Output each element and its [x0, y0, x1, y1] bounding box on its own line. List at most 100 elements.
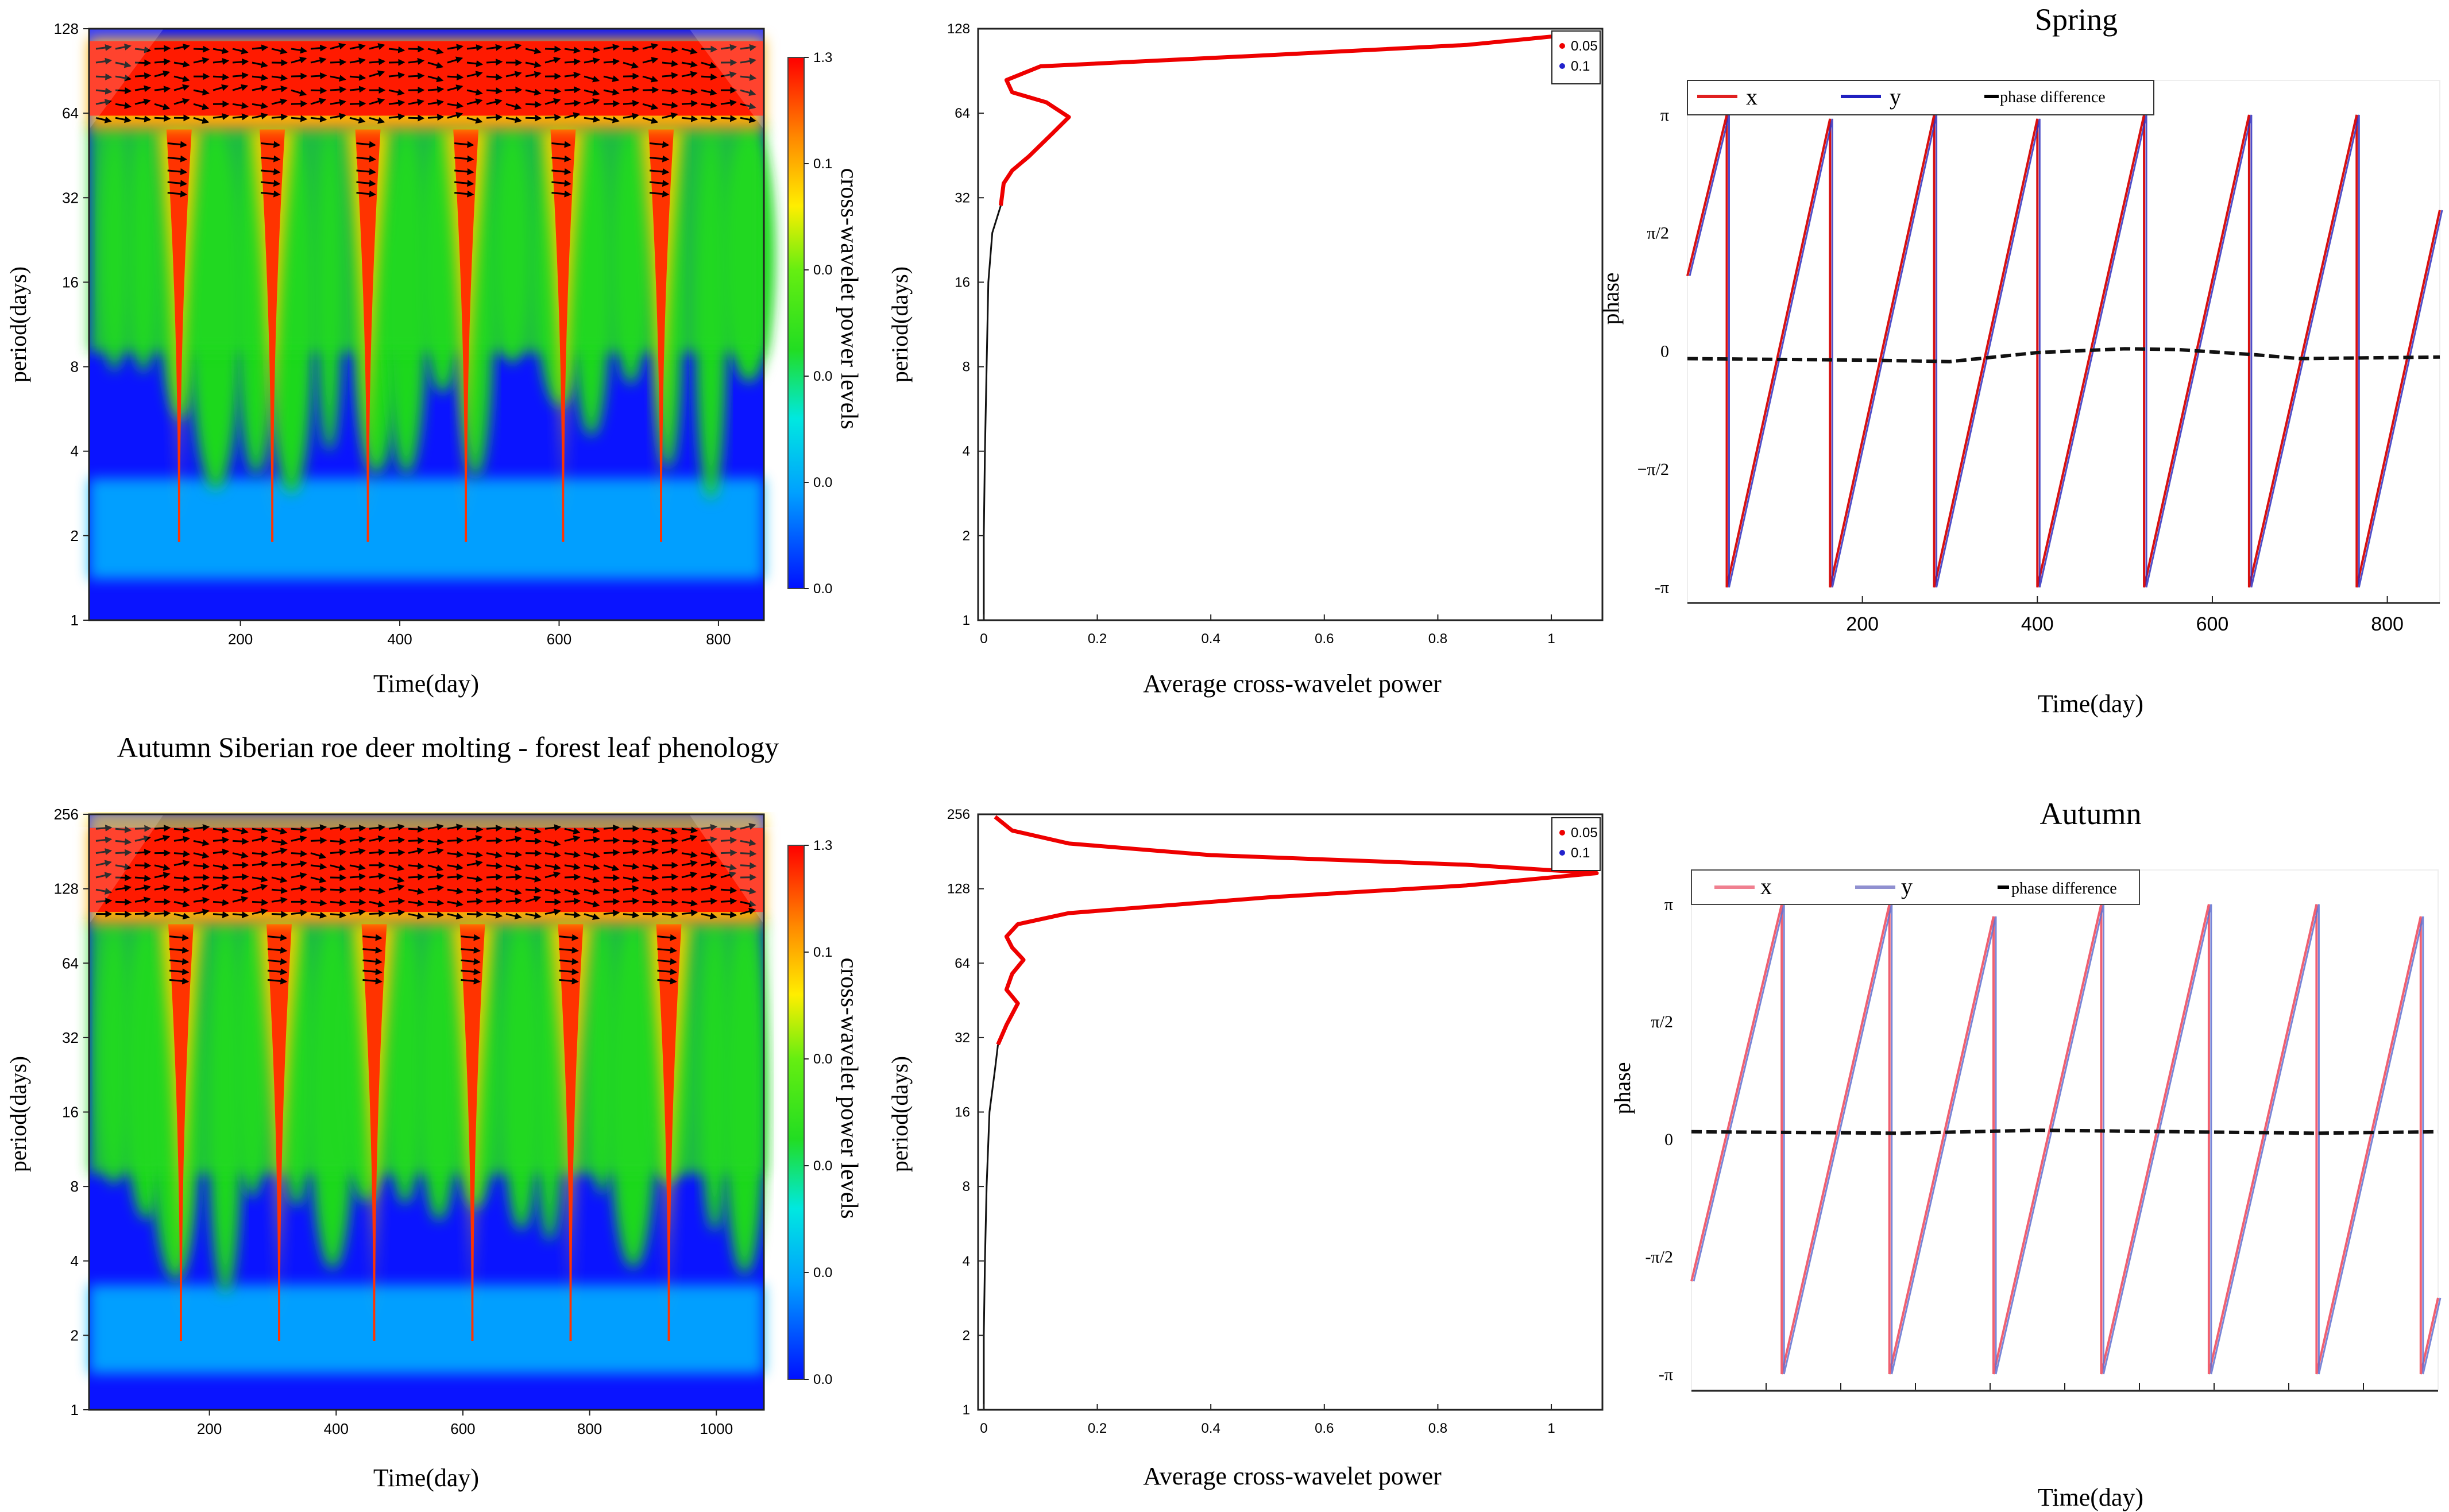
y-ticks: 1 2 4 8 16 32 64 128 256	[947, 807, 984, 1418]
phase-arrow	[681, 48, 698, 55]
phase-arrow	[740, 57, 757, 65]
panel-spring-phase: Spring 200 400 600 800 π π/2 0 −π/2 -π x y phas…	[1598, 2, 2443, 718]
phase-arrow	[701, 836, 718, 844]
phase-arrow	[408, 57, 425, 65]
phase-difference-line	[1691, 1128, 2439, 1135]
y-tick-label: 8	[71, 358, 79, 376]
phase-arrow	[267, 977, 288, 985]
phase-arrow	[584, 115, 601, 123]
phase-arrow	[447, 887, 464, 895]
phase-arrow	[740, 908, 756, 915]
phase-arrow	[169, 946, 190, 954]
legend-label: x	[1746, 84, 1757, 110]
phase-arrow	[461, 934, 481, 941]
phase-arrow	[213, 883, 229, 891]
phase-arrow	[701, 823, 718, 831]
heatmap-cyan-band	[89, 478, 764, 579]
x-tick-label: 0.4	[1201, 1421, 1220, 1436]
phase-arrow	[154, 825, 171, 832]
phase-arrow	[623, 876, 639, 883]
phase-arrow	[642, 910, 659, 918]
phase-arrow	[662, 72, 679, 79]
y-tick-label: 2	[963, 528, 970, 544]
phase-arrow	[388, 864, 405, 871]
phase-arrow	[291, 56, 307, 64]
phase-arrow	[369, 70, 385, 78]
colorbar-tick-label: 0.0	[813, 1158, 832, 1174]
phase-arrow	[115, 874, 132, 881]
phase-arrow	[564, 863, 581, 871]
phase-arrow	[525, 71, 542, 78]
phase-arrow	[95, 73, 113, 80]
phase-arrow	[193, 896, 210, 904]
phase-arrow	[505, 897, 523, 904]
heatmap-peak	[453, 129, 479, 542]
y-tick-label: 8	[963, 1179, 970, 1194]
phase-arrow	[356, 168, 376, 175]
phase-arrow	[115, 74, 132, 82]
phase-arrow	[408, 912, 424, 919]
x-tick-label: 0.2	[1088, 1421, 1107, 1436]
phase-arrow	[544, 56, 561, 64]
phase-arrow	[134, 98, 151, 106]
phase-arrow	[544, 87, 562, 95]
phase-arrow	[232, 887, 249, 895]
y-tick-label: 64	[955, 956, 970, 971]
phase-arrow	[115, 826, 132, 833]
phase-arrow	[454, 141, 474, 148]
phase-arrow	[173, 98, 190, 105]
phase-arrow	[447, 900, 463, 907]
phase-arrow	[701, 860, 717, 867]
phase-arrow	[291, 872, 307, 879]
y-tick-label: -π	[1655, 578, 1669, 597]
phase-arrow	[486, 87, 503, 95]
phase-arrow	[564, 835, 581, 842]
phase-arrow	[95, 57, 113, 65]
y-tick-label: 4	[71, 443, 79, 460]
heatmap-peak	[459, 924, 485, 1341]
phase-arrow	[232, 48, 249, 55]
phase-arrow	[505, 71, 522, 78]
phase-arrow	[584, 98, 600, 105]
phase-arrow	[408, 899, 425, 907]
phase-arrow	[213, 84, 229, 91]
y-tick-label: 4	[963, 1254, 970, 1269]
phase-arrow	[740, 887, 757, 895]
phase-arrow	[310, 57, 327, 64]
phase-arrow	[330, 86, 347, 94]
phase-arrow	[701, 61, 717, 69]
y-tick-label: 2	[71, 527, 79, 544]
phase-plot	[1690, 904, 2442, 1390]
y-tick-label: 0	[1660, 342, 1669, 361]
phase-arrow	[603, 910, 620, 917]
legend-marker-red	[1559, 43, 1565, 49]
phase-arrow	[291, 850, 308, 857]
x-tick-label: 1000	[700, 1420, 733, 1437]
y-tick-label: 16	[955, 274, 970, 290]
phase-arrow	[115, 43, 132, 51]
phase-arrow	[454, 168, 474, 175]
phase-arrow	[662, 87, 679, 95]
y-tick-label: 32	[955, 1030, 970, 1046]
y-axis-label: phase	[1598, 272, 1624, 324]
phase-arrow	[232, 827, 249, 834]
phase-arrow	[193, 88, 210, 96]
phase-arrow	[267, 946, 288, 954]
phase-arrow	[649, 180, 670, 187]
phase-arrow	[271, 838, 288, 846]
x-tick-label: 800	[2371, 613, 2404, 635]
phase-arrow	[252, 899, 269, 906]
phase-arrow	[564, 112, 581, 119]
x-tick-label: 1	[1547, 1421, 1555, 1436]
phase-arrow	[154, 872, 171, 879]
phase-arrow	[584, 864, 600, 871]
phase-arrow	[544, 824, 562, 832]
phase-arrow	[213, 911, 230, 918]
phase-arrow	[115, 910, 132, 918]
phase-arrow	[167, 180, 188, 187]
phase-arrow	[447, 56, 463, 64]
phase-arrow	[173, 836, 191, 843]
y-tick-label: 128	[947, 881, 970, 897]
y-tick-label: 16	[955, 1105, 970, 1120]
phase-arrow	[603, 887, 620, 894]
